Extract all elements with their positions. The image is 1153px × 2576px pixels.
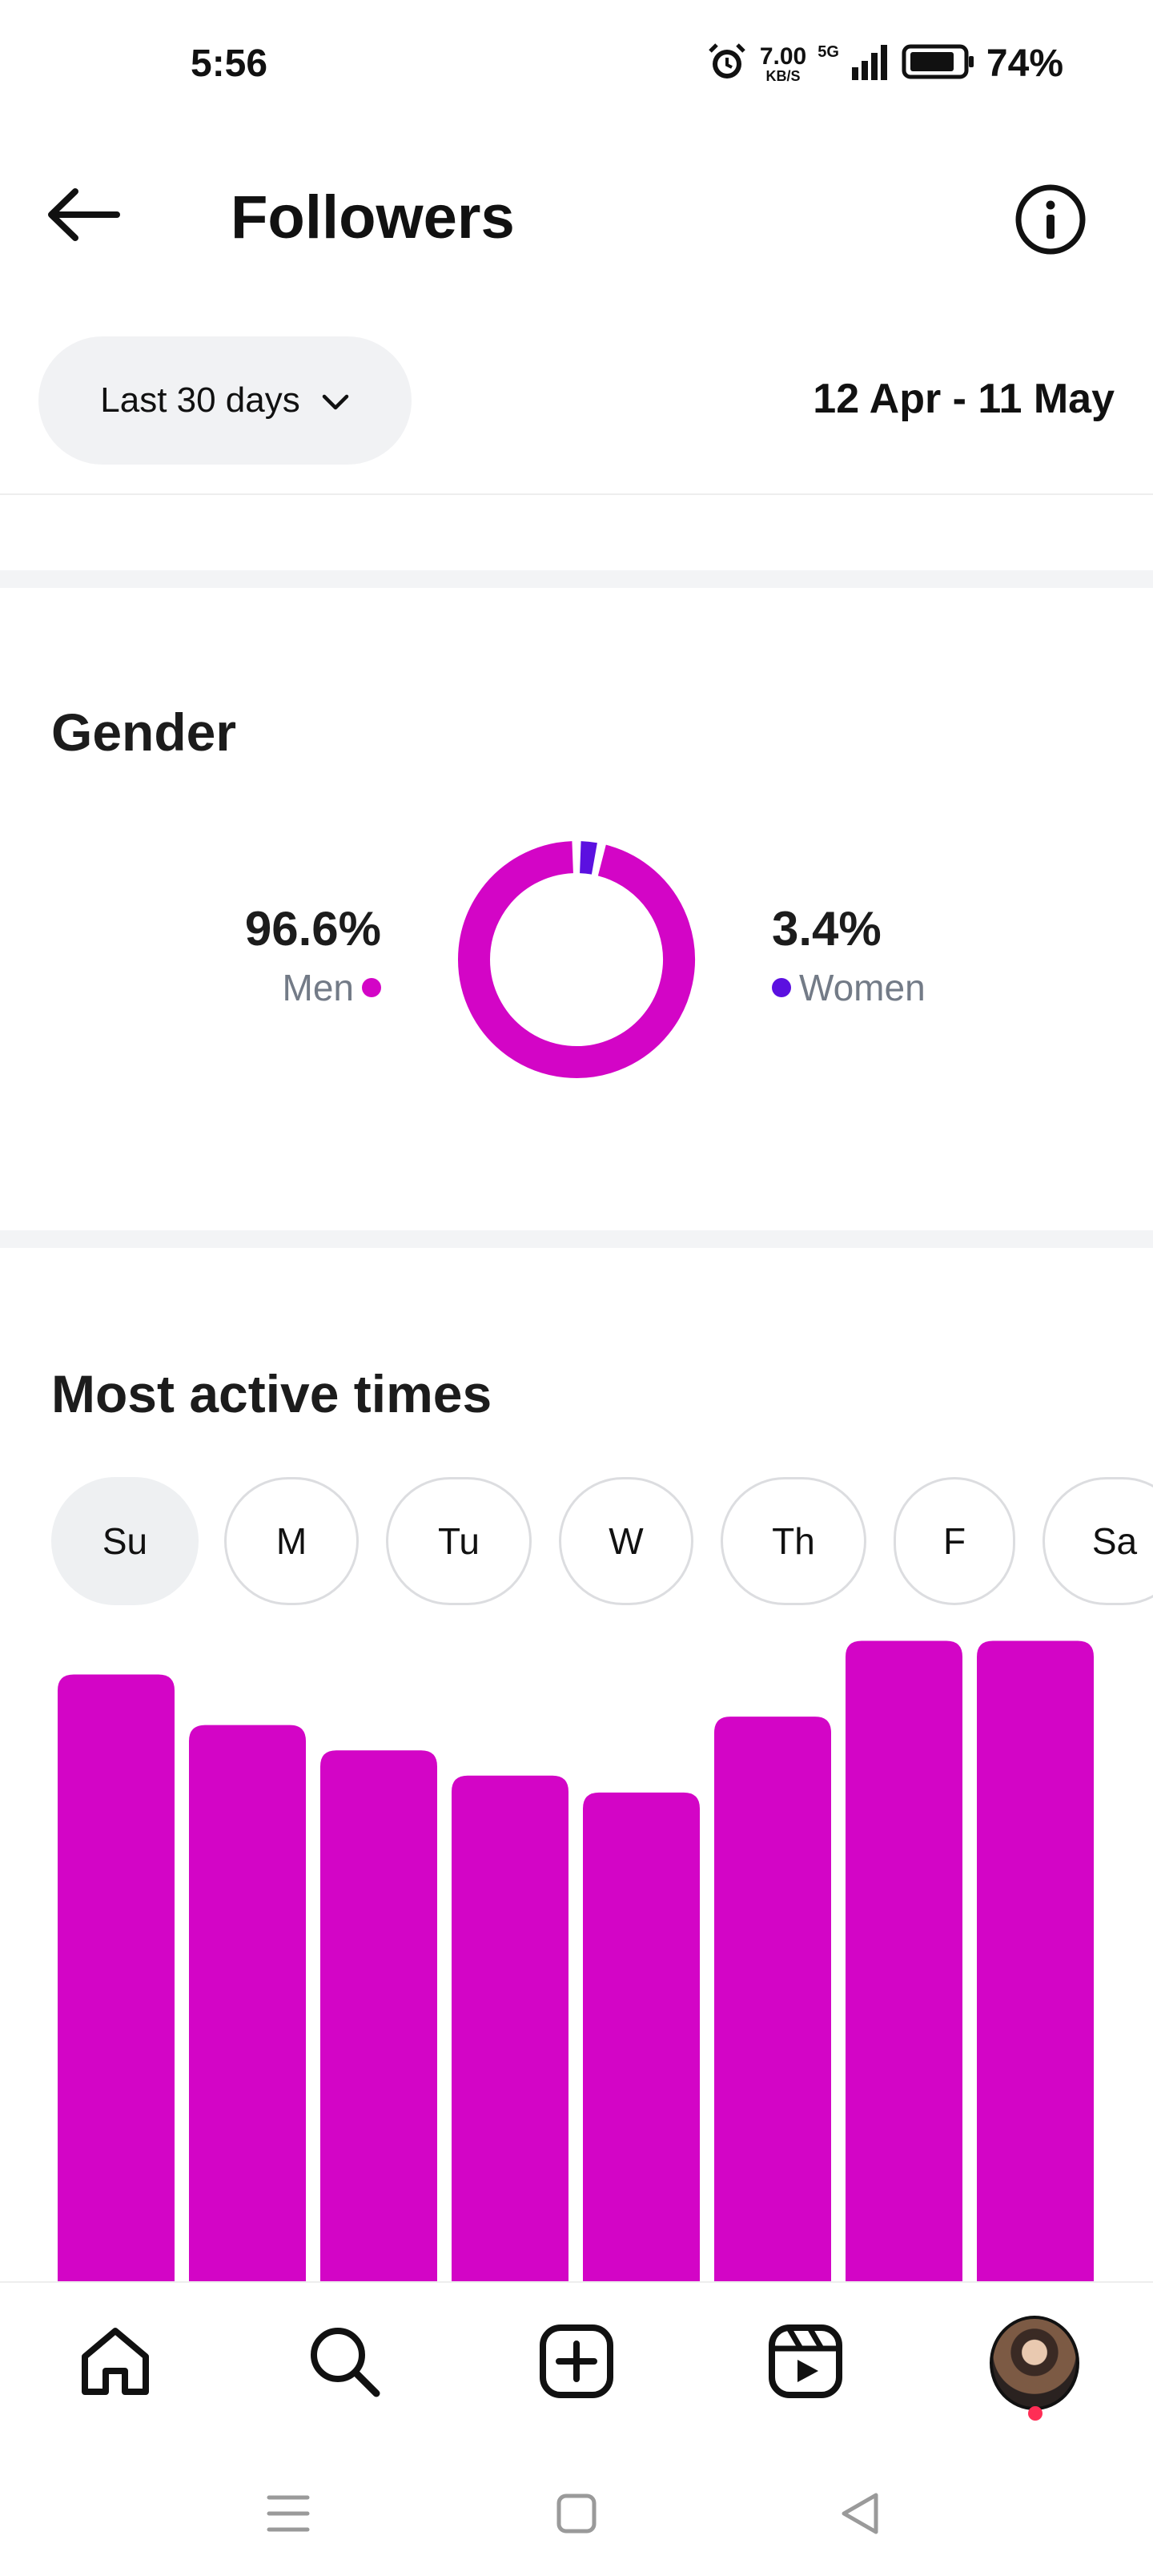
date-range-dropdown[interactable]: Last 30 days [38,336,412,465]
square-icon [555,2492,598,2539]
bar-2 [320,1750,437,2281]
men-color-dot [362,978,381,997]
men-slice [458,841,695,1078]
bar-chart-svg [58,1640,1094,2281]
men-percent: 96.6% [244,902,381,956]
bar-4 [583,1792,700,2281]
day-selector: Su M Tu W Th F Sa [0,1477,1153,1605]
back-system-button[interactable] [828,2483,892,2547]
divider [0,493,1153,495]
day-tab-f[interactable]: F [894,1477,1015,1605]
range-label: Last 30 days [100,380,300,420]
men-stat: 96.6% Men [245,905,381,1009]
app-header: Followers [0,152,1153,280]
date-range-text: 12 Apr - 11 May [813,376,1115,422]
profile-notification-dot [1028,2406,1043,2421]
nav-home-button[interactable] [70,2318,160,2408]
women-percent: 3.4% [772,902,882,956]
gender-donut-chart [458,841,695,1078]
search-icon [304,2321,384,2405]
info-button[interactable] [1014,183,1087,256]
page-title: Followers [231,183,515,252]
bar-3 [452,1775,568,2281]
women-color-dot [772,978,791,997]
bottom-nav [0,2281,1153,2441]
section-divider [0,570,1153,588]
day-tab-su[interactable]: Su [51,1477,199,1605]
nav-profile-button[interactable] [990,2316,1079,2410]
day-tab-m[interactable]: M [224,1477,359,1605]
men-legend: Men [245,966,381,1009]
day-tab-sa[interactable]: Sa [1043,1477,1153,1605]
menu-icon [264,2491,312,2540]
filter-row: Last 30 days 12 Apr - 11 May [0,336,1153,465]
bar-6 [846,1640,962,2281]
info-icon [1014,184,1087,260]
alarm-icon [705,40,749,87]
arrow-left-icon [45,187,122,247]
women-stat: 3.4% Women [772,905,926,1009]
profile-avatar [990,2316,1079,2410]
most-active-bar-chart [0,1634,1153,2281]
reels-icon [765,2321,846,2405]
back-button[interactable] [45,184,133,248]
women-label: Women [799,967,926,1008]
status-time: 5:56 [191,42,268,85]
day-tab-w[interactable]: W [559,1477,693,1605]
day-tab-th[interactable]: Th [721,1477,866,1605]
home-system-button[interactable] [544,2483,609,2547]
recents-button[interactable] [256,2483,320,2547]
triangle-back-icon [838,2490,882,2541]
men-label: Men [282,967,354,1008]
signal-icon [850,43,890,84]
chevron-down-icon [321,380,350,421]
bar-7 [977,1640,1094,2281]
battery-percent: 74% [986,42,1063,85]
battery-icon [902,42,975,85]
network-type: 5G [818,43,839,61]
women-legend: Women [772,966,926,1009]
nav-search-button[interactable] [299,2318,389,2408]
gender-title: Gender [51,702,237,762]
bar-1 [189,1725,306,2281]
day-tab-tu[interactable]: Tu [386,1477,532,1605]
section-divider [0,1230,1153,1248]
create-icon [536,2321,617,2405]
nav-reels-button[interactable] [761,2318,850,2408]
bar-5 [714,1717,831,2281]
status-bar: 5:56 7.00 KB/S 5G 74% [0,0,1153,136]
network-speed: 7.00 KB/S [759,42,807,84]
status-icons: 7.00 KB/S 5G 74% [705,40,1063,87]
nav-create-button[interactable] [532,2318,621,2408]
system-navigation-bar [0,2441,1153,2576]
women-slice [579,841,597,875]
most-active-title: Most active times [51,1364,492,1423]
home-icon [75,2321,155,2405]
bar-0 [58,1674,175,2281]
